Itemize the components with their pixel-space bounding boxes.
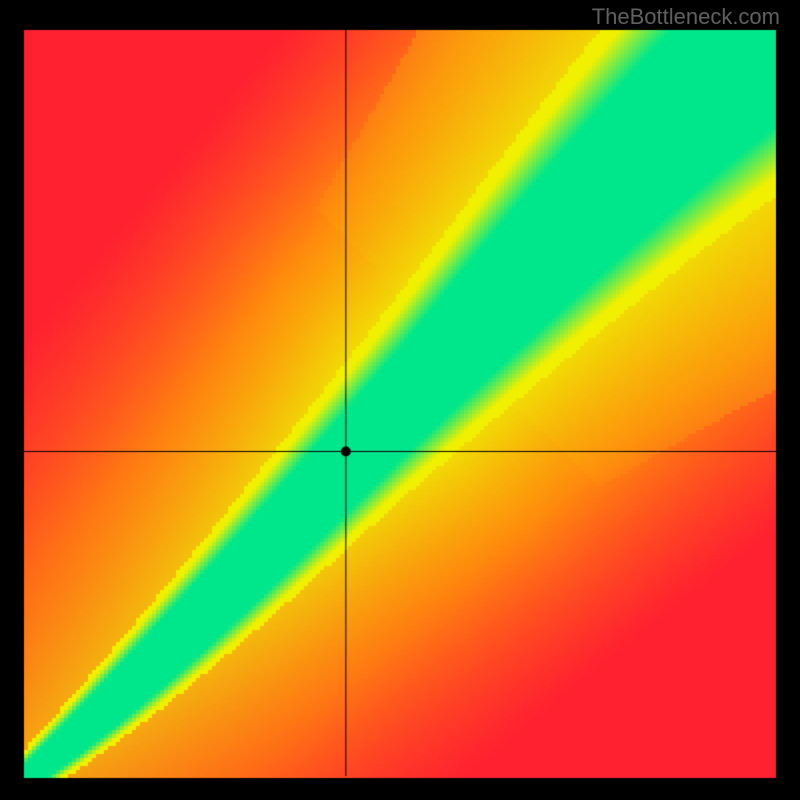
- watermark-text: TheBottleneck.com: [592, 4, 780, 30]
- bottleneck-heatmap: [0, 0, 800, 800]
